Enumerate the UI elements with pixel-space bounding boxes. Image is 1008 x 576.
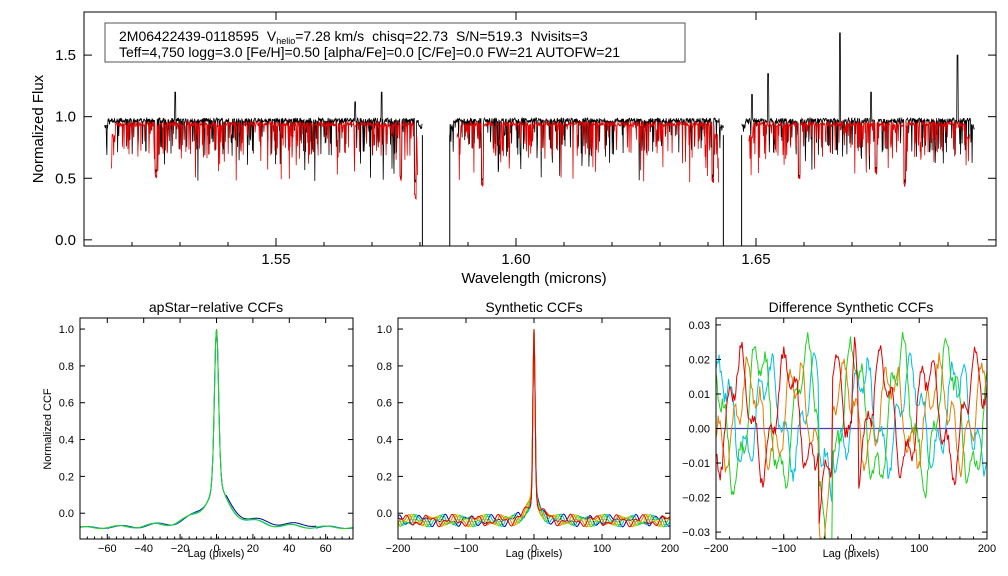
apstar-ccf-xtick-label: −60 xyxy=(98,543,117,555)
spectrum-xtick-label: 1.55 xyxy=(261,251,290,268)
spectrum-xtick-label: 1.65 xyxy=(741,251,770,268)
apstar-ccf-ytick-label: 0.6 xyxy=(59,398,74,410)
synthetic-ccf-xtick-label: −100 xyxy=(454,543,479,555)
info-line-1: 2M06422439-0118595 Vhelio=7.28 km/s chisq=… xyxy=(119,28,588,46)
synthetic-ccf-ytick-label: 0.4 xyxy=(377,435,392,447)
apstar-ccf-panel: apStar−relative CCFs −60 −40 −20 0 20 40 60 0.0… xyxy=(42,299,354,560)
synthetic-ccf-ytick-label: 0.2 xyxy=(377,471,392,483)
spectrum-plot-area xyxy=(104,32,975,246)
synthetic-ccf-xtick-label: 0 xyxy=(531,543,537,555)
star-id: 2M06422439-0118595 xyxy=(119,28,259,44)
synthetic-ccf-line xyxy=(397,329,670,528)
synthetic-ccf-plot-area xyxy=(397,329,671,528)
synthetic-ccf-title: Synthetic CCFs xyxy=(485,299,582,315)
apstar-ccf-ytick-label: 0.2 xyxy=(59,471,74,483)
synthetic-ccf-line xyxy=(397,329,671,528)
apstar-ccf-xtick-label: −40 xyxy=(134,543,153,555)
difference-ccf-ytick-label: −0.01 xyxy=(682,458,710,470)
difference-ccf-xlabel: Lag (pixels) xyxy=(823,548,880,560)
apstar-ccf-xtick-label: −20 xyxy=(171,543,190,555)
synthetic-ccf-panel: Synthetic CCFs −200 −100 0 100 200 0.0 0.2 0.4 0… xyxy=(377,299,679,560)
difference-ccf-ytick-label: 0.01 xyxy=(689,389,710,401)
difference-ccf-xtick-label: −200 xyxy=(704,543,729,555)
v-helio-subscript: helio xyxy=(276,36,295,46)
spectrum-ytick-label: 0.0 xyxy=(55,232,76,249)
synthetic-ccf-ytick-label: 0.6 xyxy=(377,398,392,410)
difference-ccf-title: Difference Synthetic CCFs xyxy=(769,299,934,315)
synthetic-ccf-xtick-label: 200 xyxy=(661,543,679,555)
info-box xyxy=(104,22,686,63)
observed-spectrum-segment xyxy=(741,32,975,184)
apstar-ccf-ylabel: Normalized CCF xyxy=(42,388,54,470)
spectrum-xlabel: Wavelength (microns) xyxy=(461,270,606,287)
synthetic-ccf-xlabel: Lag (pixels) xyxy=(506,548,563,560)
difference-ccf-plot-area xyxy=(716,331,987,539)
apstar-ccf-line xyxy=(79,329,354,530)
spectrum-xtick-label: 1.60 xyxy=(501,251,530,268)
v-helio-label: V xyxy=(267,28,277,44)
synthetic-ccf-axis-ticks: −200 −100 0 100 200 0.0 0.2 0.4 0.6 0.8 1.0 xyxy=(377,318,679,555)
model-spectrum-segment xyxy=(456,120,719,187)
apstar-ccf-xlabel: Lag (pixels) xyxy=(188,548,245,560)
difference-ccf-xtick-label: 200 xyxy=(978,543,996,555)
spectrum-ytick-label: 1.0 xyxy=(55,109,76,126)
apstar-ccf-xtick-label: 40 xyxy=(283,543,295,555)
apstar-ccf-ytick-label: 1.0 xyxy=(59,324,74,336)
model-spectrum-segment xyxy=(748,120,970,187)
difference-ccf-ytick-label: −0.02 xyxy=(682,493,710,505)
difference-ccf-line xyxy=(716,352,987,539)
apstar-ccf-line xyxy=(79,329,354,529)
apstar-ccf-line xyxy=(79,329,354,529)
v-helio-value: =7.28 km/s xyxy=(295,28,364,44)
observed-spectrum-segment xyxy=(104,91,423,183)
apstar-ccf-plot-area xyxy=(79,329,354,530)
chisq-value: chisq=22.73 xyxy=(372,28,448,44)
synthetic-ccf-ytick-label: 1.0 xyxy=(377,324,392,336)
synthetic-ccf-line xyxy=(397,329,671,528)
difference-ccf-xtick-label: −100 xyxy=(771,543,796,555)
synthetic-ccf-line xyxy=(397,329,671,528)
apstar-ccf-frame xyxy=(79,317,354,540)
difference-ccf-ytick-label: 0.00 xyxy=(689,424,710,436)
synthetic-ccf-xtick-label: 100 xyxy=(593,543,611,555)
info-line-2: Teff=4,750 logg=3.0 [Fe/H]=0.50 [alpha/F… xyxy=(119,44,620,60)
spectrum-ytick-label: 1.5 xyxy=(55,47,76,64)
snr-value: S/N=519.3 xyxy=(456,28,523,44)
spectrum-ytick-label: 0.5 xyxy=(55,170,76,187)
difference-ccf-line xyxy=(716,337,987,524)
synthetic-ccf-line xyxy=(397,329,671,528)
spectrum-lines xyxy=(104,32,975,246)
apstar-ccf-xtick-label: 0 xyxy=(213,543,219,555)
difference-ccf-line xyxy=(716,331,987,539)
spectrum-panel: 1.55 1.60 1.65 0.0 0.5 1.0 1.5 2M06422439-0118… xyxy=(30,11,997,287)
difference-ccf-ytick-label: 0.02 xyxy=(689,354,710,366)
difference-ccf-xtick-label: 100 xyxy=(910,543,928,555)
spectrum-ylabel: Normalized Flux xyxy=(30,74,47,183)
apstar-ccf-ytick-label: 0.8 xyxy=(59,361,74,373)
difference-ccf-panel: Difference Synthetic CCFs −200 −100 0 100 20… xyxy=(682,299,996,560)
synthetic-ccf-xtick-label: −200 xyxy=(386,543,411,555)
spectrum-axis-ticks: 1.55 1.60 1.65 0.0 0.5 1.0 1.5 xyxy=(55,12,997,268)
synthetic-ccf-ytick-label: 0.8 xyxy=(377,361,392,373)
difference-ccf-ytick-label: −0.03 xyxy=(682,527,710,539)
spectrum-frame xyxy=(83,11,997,247)
difference-ccf-lines xyxy=(716,331,987,539)
apstar-ccf-axis-ticks: −60 −40 −20 0 20 40 60 0.0 0.2 0.4 0.6 0.8 1.0 xyxy=(59,318,353,555)
difference-ccf-ytick-label: 0.03 xyxy=(689,320,710,332)
apstar-ccf-ytick-label: 0.0 xyxy=(59,508,74,520)
model-spectrum-segment xyxy=(111,120,418,200)
nvisits-value: Nvisits=3 xyxy=(531,28,588,44)
apstar-ccf-xtick-label: 20 xyxy=(247,543,259,555)
difference-ccf-xtick-label: 0 xyxy=(848,543,854,555)
apstar-ccf-ytick-label: 0.4 xyxy=(59,435,74,447)
apstar-ccf-xtick-label: 60 xyxy=(320,543,332,555)
synthetic-ccf-line xyxy=(397,329,671,528)
apstar-ccf-title: apStar−relative CCFs xyxy=(149,299,283,315)
difference-ccf-axis-ticks: −200 −100 0 100 200 −0.03 −0.02 −0.01 0.00 0.01 0.… xyxy=(682,318,996,555)
synthetic-ccf-ytick-label: 0.0 xyxy=(377,508,392,520)
